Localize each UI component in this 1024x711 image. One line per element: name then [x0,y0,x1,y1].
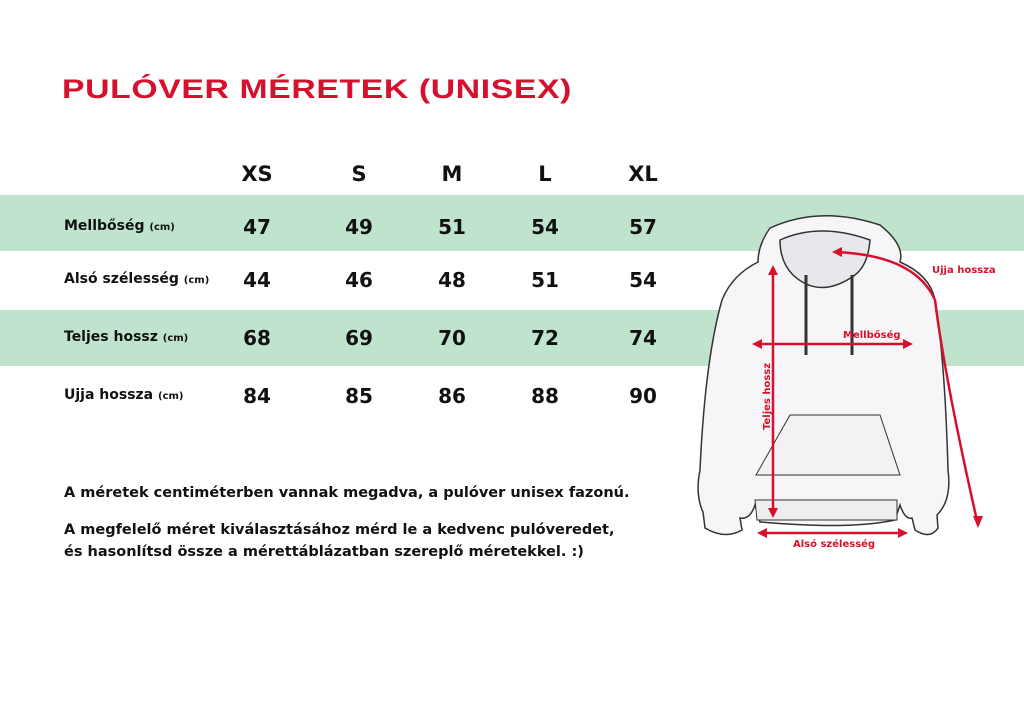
table-cell: 51 [438,215,466,239]
size-l: L [538,162,552,186]
unit-label: (cm) [158,391,184,402]
table-cell: 90 [629,384,657,408]
size-m: M [441,162,463,186]
size-xl: XL [628,162,658,186]
table-cell: 84 [243,384,271,408]
table-cell: 54 [629,268,657,292]
label-sleeve: Ujja hossza [932,265,996,276]
table-cell: 48 [438,268,466,292]
table-cell: 44 [243,268,271,292]
label-chest: Mellbőség [843,329,901,341]
table-cell: 69 [345,326,373,350]
table-cell: 51 [531,268,559,292]
table-cell: 85 [345,384,373,408]
row-label-text: Mellbőség [64,218,145,234]
row-label-text: Teljes hossz [64,329,158,345]
arrow-heads [752,247,983,538]
note-instructions-2: és hasonlítsd össze a mérettáblázatban s… [64,544,584,560]
size-s: S [351,162,367,186]
label-length: Teljes hossz [762,363,773,430]
unit-label: (cm) [149,222,175,233]
unit-label: (cm) [183,275,210,286]
table-cell: 72 [531,326,559,350]
hoodie-illustration [697,214,950,536]
table-cell: 88 [531,384,559,408]
table-cell: 46 [345,268,373,292]
row-label: Teljes hossz (cm) [64,329,188,345]
row-label-text: Ujja hossza [64,387,154,403]
table-cell: 57 [629,215,657,239]
row-label: Ujja hossza (cm) [64,387,184,403]
label-bottom: Alsó szélesség [793,538,875,550]
row-label: Alsó szélesség (cm) [64,271,209,287]
table-cell: 70 [438,326,466,350]
size-xs: XS [241,162,273,186]
table-cell: 47 [243,215,271,239]
table-cell: 86 [438,384,466,408]
unit-label: (cm) [162,333,189,344]
row-label: Mellbőség (cm) [64,218,175,234]
measure-lines [755,250,980,535]
table-cell: 54 [531,215,559,239]
table-cell: 74 [629,326,657,350]
table-cell: 68 [243,326,271,350]
note-units: A méretek centiméterben vannak megadva, … [64,485,630,501]
row-label-text: Alsó szélesség [64,271,179,287]
note-instructions-1: A megfelelő méret kiválasztásához mérd l… [64,522,615,538]
table-cell: 49 [345,215,373,239]
page-title: PULÓVER MÉRETEK (UNISEX) [62,74,573,104]
